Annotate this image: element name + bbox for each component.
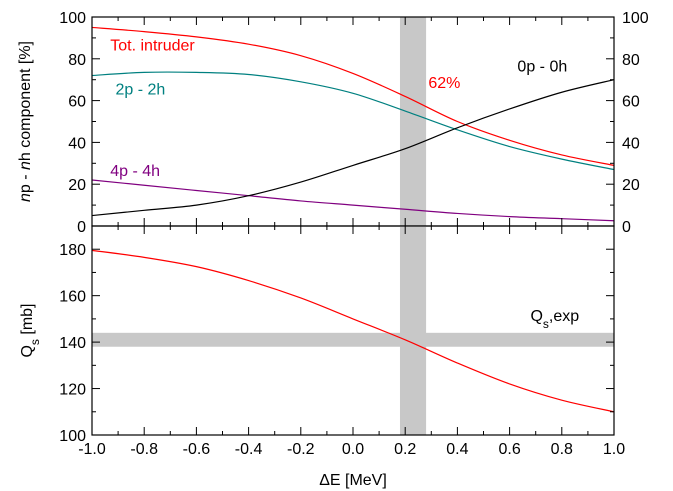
shaded-band-bottom <box>399 226 427 435</box>
xtick-label-4: -0.2 <box>287 441 315 458</box>
series-label-top-2: 4p - 4h <box>110 163 160 180</box>
ytick-label-bottom-3: 160 <box>59 289 86 306</box>
xtick-label-1: -0.8 <box>130 441 158 458</box>
shaded-band-top <box>399 17 427 226</box>
ytick-right-label-5: 100 <box>622 10 649 27</box>
series-line-top-2 <box>91 179 615 222</box>
series-label-top-1: 2p - 2h <box>115 81 165 98</box>
panel-frame-bottom <box>91 225 615 436</box>
ytick-label-bottom-2: 140 <box>59 335 86 352</box>
exp-band-label: Qs,exp <box>530 308 579 331</box>
ytick-right-label-1: 20 <box>622 177 640 194</box>
series-label-top-0: Tot. intruder <box>110 37 195 54</box>
xtick-label-9: 0.8 <box>551 441 573 458</box>
xtick-label-7: 0.4 <box>446 441 468 458</box>
series-label-top-3: 0p - 0h <box>517 58 567 75</box>
ytick-right-label-0: 0 <box>622 219 631 236</box>
xtick-label-5: 0.0 <box>342 441 364 458</box>
series-line-top-1 <box>91 71 615 171</box>
ytick-right-label-4: 80 <box>622 52 640 69</box>
xtick-label-2: -0.6 <box>183 441 211 458</box>
xtick-label-8: 0.6 <box>498 441 520 458</box>
ytick-label-top-2: 40 <box>68 135 86 152</box>
ytick-label-bottom-1: 120 <box>59 382 86 399</box>
annotation-62-percent: 62% <box>428 75 460 92</box>
ylabel-bottom: Qs [mb] <box>19 303 42 357</box>
xtick-label-6: 0.2 <box>394 441 416 458</box>
series-line-top-3 <box>91 79 615 217</box>
xtick-label-10: 1.0 <box>603 441 625 458</box>
panel-bottom: Qs,exp 100 120 140 160 180 Qs [mb] <box>19 225 615 445</box>
ytick-right-label-3: 60 <box>622 94 640 111</box>
ytick-label-top-3: 60 <box>68 94 86 111</box>
xtick-label-0: -1.0 <box>78 441 106 458</box>
exp-band <box>92 332 614 347</box>
ytick-label-top-5: 100 <box>59 10 86 27</box>
ytick-label-bottom-0: 100 <box>59 428 86 445</box>
xtick-label-3: -0.4 <box>235 441 263 458</box>
series-line-top-0 <box>91 26 615 166</box>
ylabel-top: np - nh component [%] <box>17 41 34 202</box>
ytick-label-top-1: 20 <box>68 177 86 194</box>
series-line-bottom-0 <box>91 249 615 413</box>
ytick-label-top-4: 80 <box>68 52 86 69</box>
ytick-label-top-0: 0 <box>77 219 86 236</box>
ytick-right-label-2: 40 <box>622 135 640 152</box>
xlabel: ΔE [MeV] <box>319 472 387 489</box>
panel-top: Tot. intruder 2p - 2h 4p - 4h 0p - 0h 62% 0 20… <box>17 10 649 236</box>
ytick-label-bottom-4: 180 <box>59 242 86 259</box>
